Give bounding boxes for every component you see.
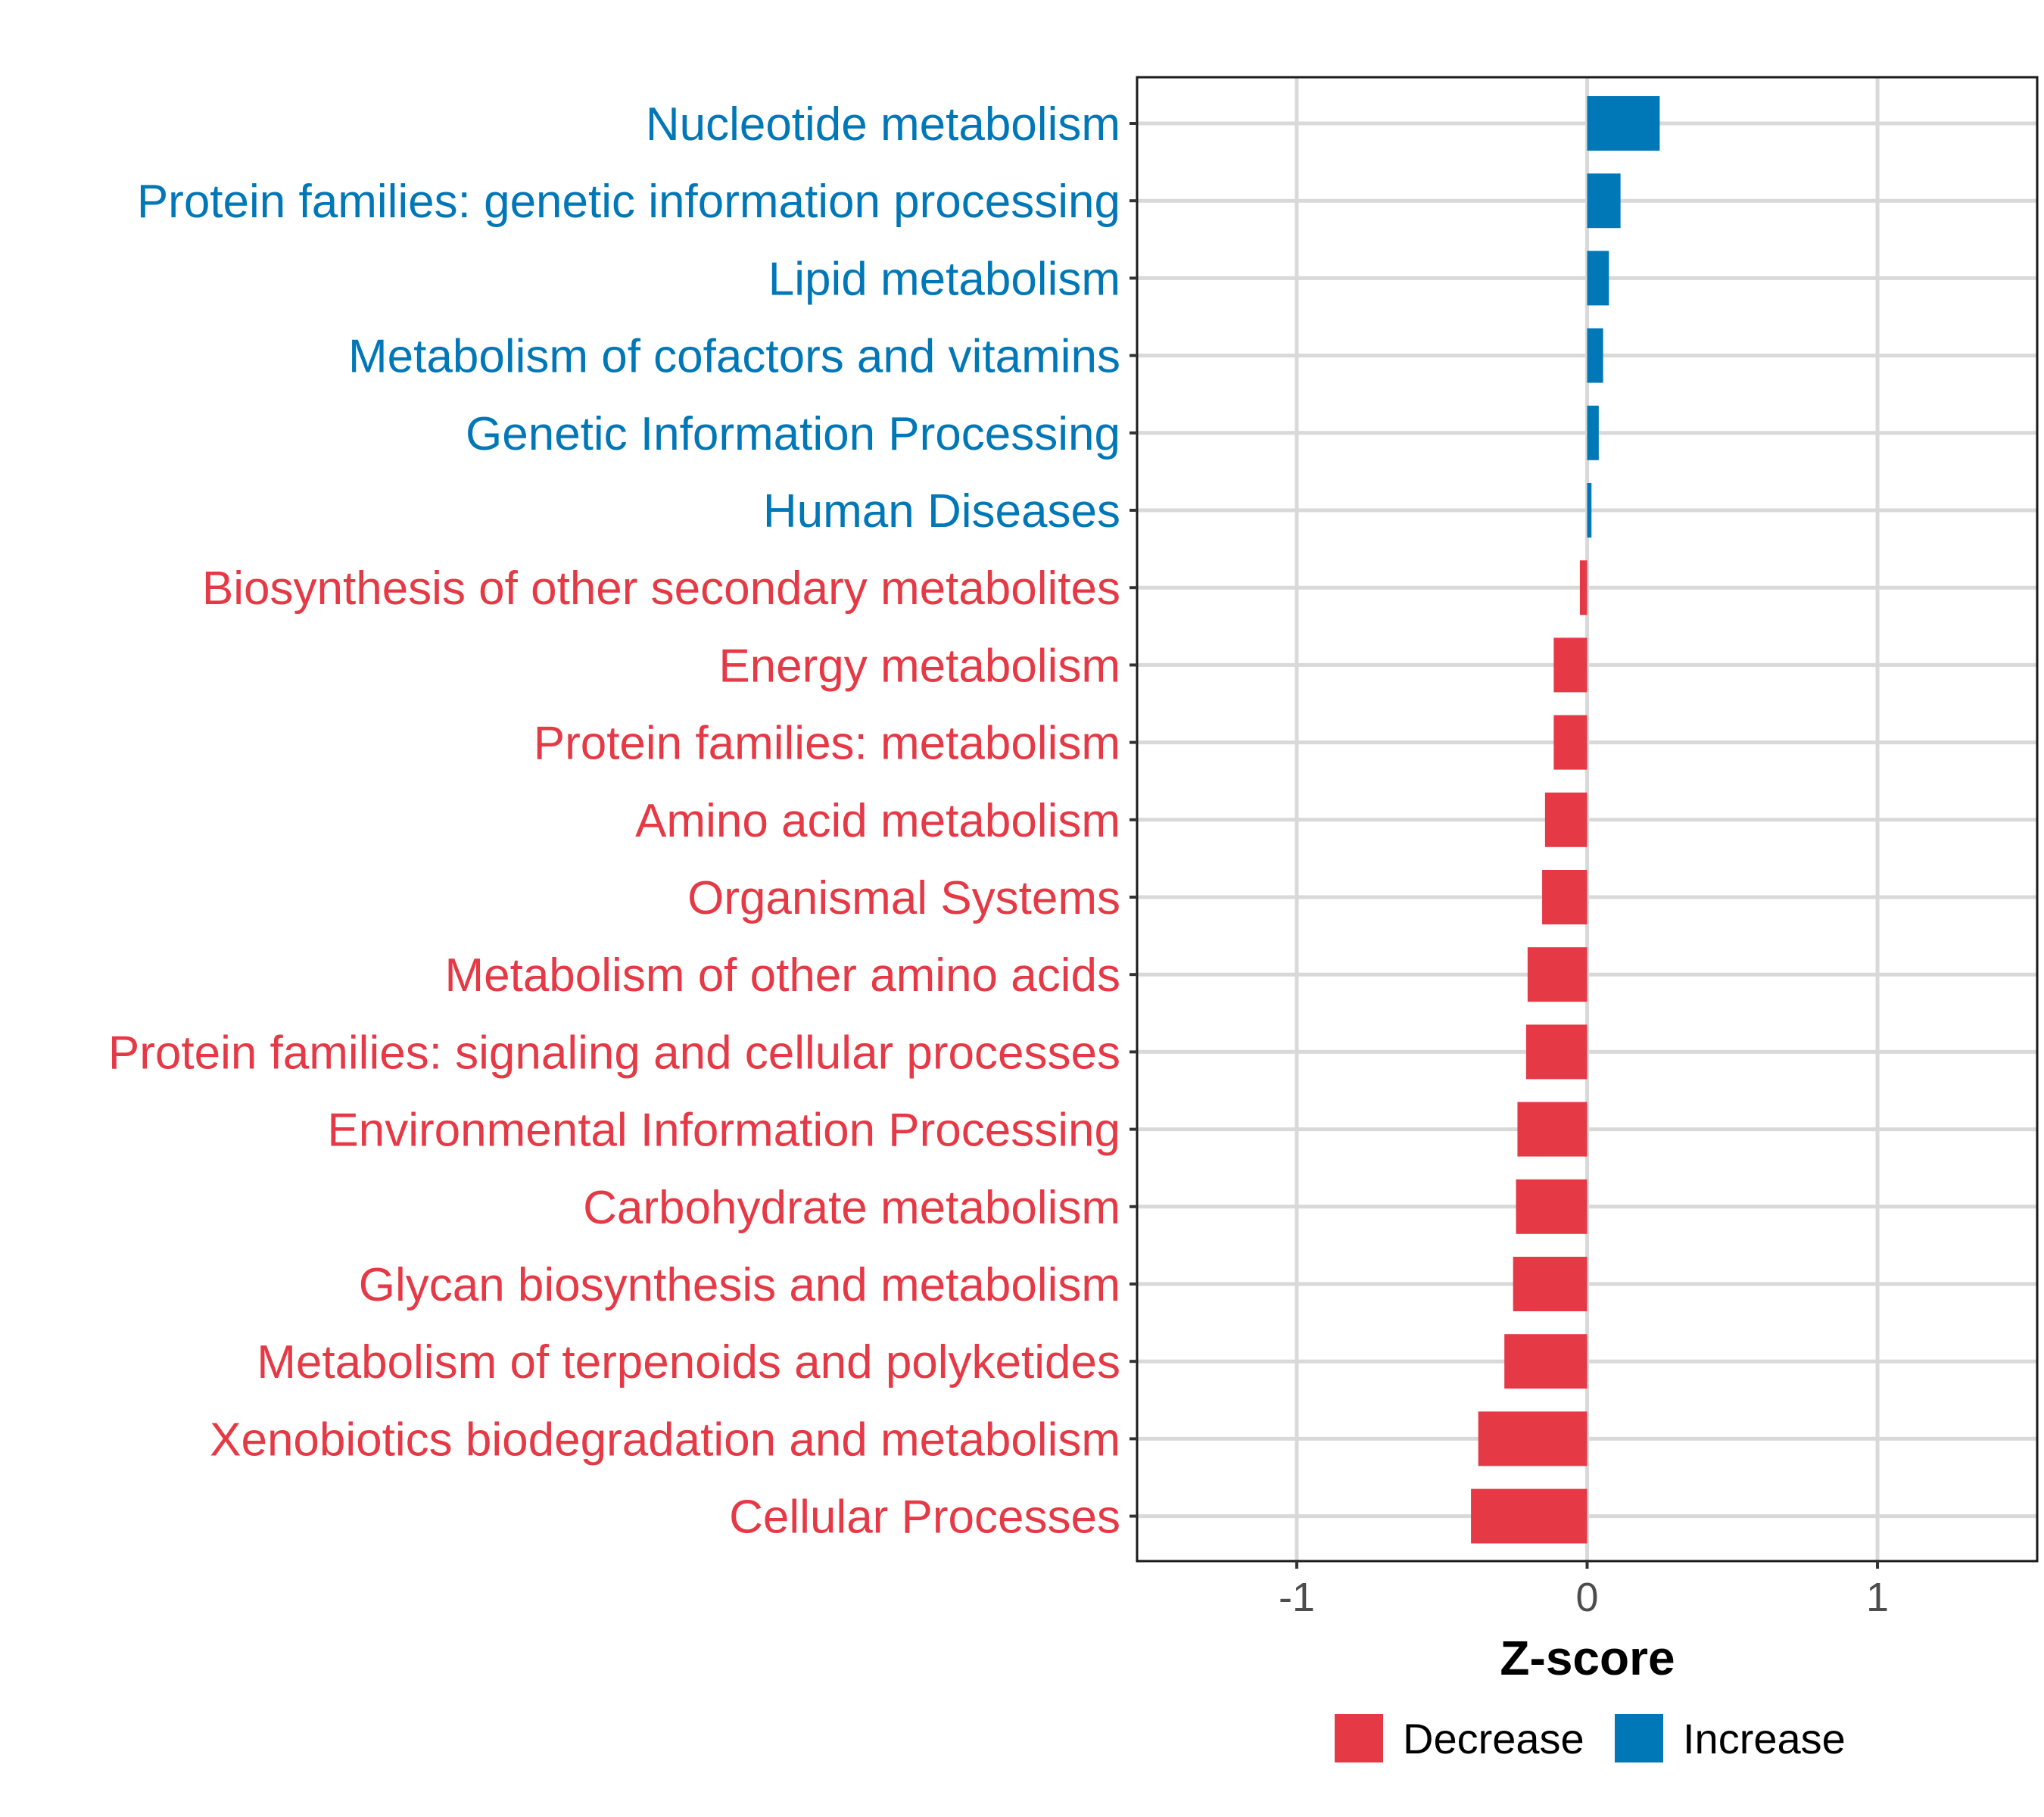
y-axis-ticks [1129, 122, 1137, 1518]
category-label-1: Protein families: genetic information pr… [137, 176, 1120, 228]
category-label-13: Environmental Information Processing [327, 1105, 1120, 1157]
category-label-3: Metabolism of cofactors and vitamins [348, 331, 1120, 383]
bar-9 [1544, 792, 1588, 847]
bar-15 [1513, 1257, 1588, 1311]
bar-4 [1587, 405, 1599, 460]
category-label-16: Metabolism of terpenoids and polyketides [257, 1336, 1120, 1388]
category-label-0: Nucleotide metabolism [646, 98, 1120, 151]
bar-13 [1517, 1102, 1588, 1157]
legend: Decrease Increase [1335, 1714, 1846, 1762]
bar-7 [1553, 637, 1588, 693]
category-labels: Nucleotide metabolism Protein families: g… [108, 98, 1120, 1544]
category-label-2: Lipid metabolism [768, 253, 1120, 305]
category-label-6: Biosynthesis of other secondary metaboli… [202, 563, 1120, 615]
bar-14 [1516, 1179, 1588, 1234]
x-axis-ticks: -1 0 1 [1279, 1561, 1889, 1620]
legend-swatch-increase [1615, 1714, 1663, 1762]
category-label-10: Organismal Systems [687, 872, 1120, 924]
bar-3 [1587, 328, 1603, 383]
bar-12 [1525, 1024, 1588, 1080]
category-label-9: Amino acid metabolism [635, 795, 1120, 847]
legend-label-increase: Increase [1683, 1715, 1846, 1762]
bar-11 [1527, 947, 1588, 1002]
legend-label-decrease: Decrease [1403, 1715, 1584, 1762]
bar-5 [1587, 483, 1592, 538]
bars [1471, 96, 1660, 1544]
legend-swatch-decrease [1335, 1714, 1383, 1762]
bar-10 [1542, 870, 1588, 924]
category-label-17: Xenobiotics biodegradation and metabolis… [210, 1413, 1120, 1466]
x-tick-label-0: -1 [1279, 1575, 1315, 1620]
bar-1 [1587, 173, 1621, 229]
bar-17 [1478, 1411, 1588, 1466]
category-label-15: Glycan biosynthesis and metabolism [359, 1259, 1120, 1311]
category-label-7: Energy metabolism [718, 640, 1120, 692]
x-tick-label-2: 1 [1866, 1575, 1889, 1620]
bar-0 [1587, 96, 1660, 151]
bar-16 [1504, 1334, 1588, 1389]
x-axis-title: Z-score [1500, 1631, 1675, 1685]
category-label-4: Genetic Information Processing [466, 408, 1120, 460]
category-label-5: Human Diseases [763, 485, 1120, 538]
bar-6 [1579, 560, 1588, 616]
bar-8 [1553, 715, 1588, 770]
bar-18 [1471, 1488, 1588, 1544]
category-label-18: Cellular Processes [729, 1491, 1120, 1544]
category-label-11: Metabolism of other amino acids [444, 949, 1120, 1002]
category-label-14: Carbohydrate metabolism [583, 1182, 1120, 1234]
category-label-12: Protein families: signaling and cellular… [108, 1027, 1120, 1079]
x-tick-label-1: 0 [1575, 1575, 1598, 1620]
category-label-8: Protein families: metabolism [534, 718, 1120, 770]
bar-2 [1587, 251, 1609, 306]
